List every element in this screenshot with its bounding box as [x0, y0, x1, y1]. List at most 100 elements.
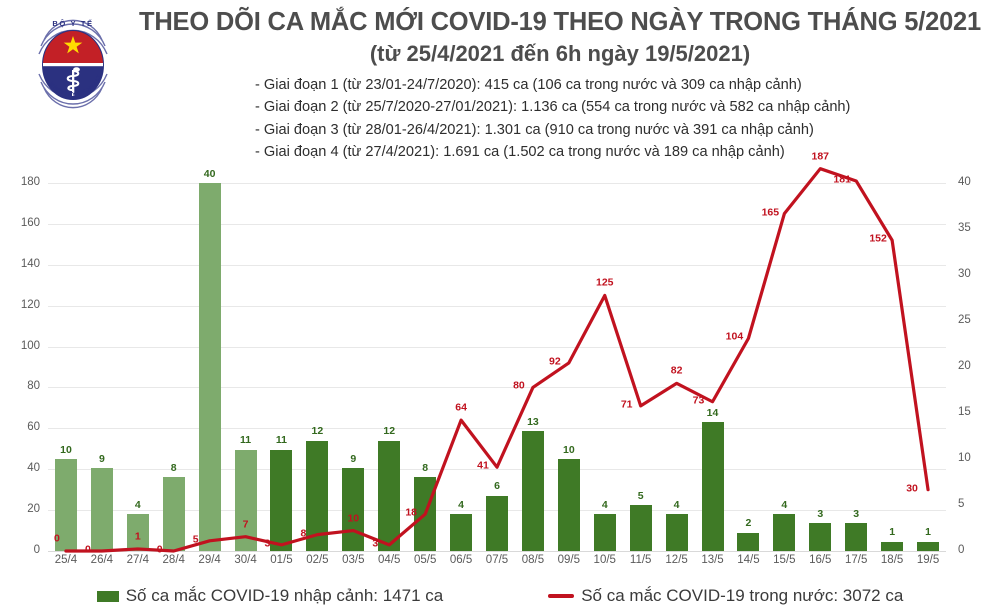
y-tick-left: 140 [20, 257, 40, 270]
phase-line-2: - Giai đoạn 2 (từ 25/7/2020-27/01/2021):… [255, 99, 851, 116]
y-tick-right: 5 [958, 498, 965, 510]
bar-value-label: 2 [745, 517, 752, 530]
line-value-label: 125 [595, 276, 614, 289]
y-tick-left: 60 [27, 421, 40, 434]
gridline [48, 387, 946, 389]
bar[interactable] [485, 495, 508, 551]
bar[interactable] [737, 532, 760, 551]
legend-item-imported[interactable]: Số ca mắc COVID-19 nhập cảnh: 1471 ca [96, 586, 444, 606]
bar-value-label: 6 [494, 480, 500, 493]
bar-value-label: 8 [170, 461, 177, 474]
bar[interactable] [845, 523, 868, 551]
line-series [64, 167, 930, 553]
bar[interactable] [234, 449, 257, 551]
bar[interactable] [306, 440, 329, 551]
covid-daily-cases-chart: 0 20 40 60 80 100 120 140 160 180 0 5 10 15 20 25 30 35 4… [0, 151, 1000, 616]
bar[interactable] [378, 440, 401, 551]
bar[interactable] [54, 459, 77, 551]
gridline [48, 469, 946, 471]
legend-label-domestic: Số ca mắc COVID-19 trong nước: 3072 ca [581, 586, 904, 605]
title-block: THEO DÕI CA MẮC MỚI COVID-19 THEO NGÀY T… [130, 8, 990, 67]
x-axis-tick-label: 18/5 [880, 554, 904, 566]
bar[interactable] [198, 183, 221, 551]
y-tick-right: 30 [958, 268, 971, 280]
legend-item-domestic[interactable]: Số ca mắc COVID-19 trong nước: 3072 ca [548, 586, 903, 606]
x-axis-tick-label: 13/5 [701, 554, 724, 566]
bar-value-label: 4 [458, 498, 464, 511]
bar-value-label: 4 [673, 498, 680, 511]
bar-slot: 1 [910, 183, 946, 551]
bar[interactable] [881, 541, 904, 551]
bar-slot: 6 [479, 183, 515, 551]
x-axis-tick-label: 09/5 [557, 554, 581, 566]
bar-value-label: 13 [527, 415, 539, 428]
y-tick-left: 40 [27, 462, 40, 475]
plot-area: 0 20 40 60 80 100 120 140 160 180 0 5 10 15 20 25 30 35 4… [21, 151, 971, 555]
x-axis-tick-label: 19/5 [916, 554, 940, 566]
legend-bar-swatch-icon [96, 590, 119, 602]
line-value-label: 152 [869, 232, 887, 245]
bar-slot: 5 [623, 183, 659, 551]
x-axis-tick-label: 16/5 [809, 554, 832, 566]
bar[interactable] [701, 422, 724, 551]
page-title: THEO DÕI CA MẮC MỚI COVID-19 THEO NGÀY T… [138, 8, 982, 36]
bar[interactable] [521, 431, 544, 551]
gridline [48, 305, 946, 307]
bar-slot: 4 [587, 183, 623, 551]
line-value-label: 82 [670, 364, 683, 377]
gridline [48, 183, 946, 184]
x-axis-tick-label: 02/5 [306, 554, 329, 566]
line-value-label: 165 [761, 206, 780, 219]
y-tick-left: 80 [27, 380, 40, 393]
bar[interactable] [665, 514, 688, 551]
legend-line-swatch-icon [548, 594, 575, 598]
x-axis-tick-label: 04/5 [378, 554, 401, 566]
x-axis-tick-label: 08/5 [521, 554, 545, 566]
phase-line-4: - Giai đoạn 4 (từ 27/4/2021): 1.691 ca (… [255, 143, 785, 160]
line-value-label: 30 [906, 482, 918, 495]
bar-value-label: 1 [889, 526, 896, 539]
bar-value-label: 12 [311, 425, 324, 438]
bar[interactable] [593, 514, 616, 551]
gridline [48, 346, 946, 348]
x-axis-tick-label: 14/5 [737, 554, 760, 566]
x-axis-tick-label: 26/4 [90, 554, 114, 566]
x-axis-tick-label: 27/4 [126, 554, 149, 566]
bar-slot: 2 [730, 183, 766, 551]
bar-value-label: 3 [853, 507, 860, 520]
bar[interactable] [773, 514, 796, 551]
y-tick-left: 160 [20, 216, 40, 229]
line-path[interactable] [64, 167, 930, 553]
y-tick-left: 0 [33, 544, 40, 556]
legend-label-imported: Số ca mắc COVID-19 nhập cảnh: 1471 ca [125, 586, 444, 605]
line-value-label: 1 [134, 530, 141, 543]
bar[interactable] [126, 514, 149, 551]
phase-line-1: - Giai đoạn 1 (từ 23/01-24/7/2020): 415 … [255, 77, 802, 93]
bar[interactable] [450, 514, 473, 551]
x-axis-tick-label: 11/5 [629, 554, 652, 566]
bar[interactable] [917, 541, 940, 551]
y-tick-right: 15 [958, 406, 971, 418]
bar-series: 10 9 4 8 40 11 11 12 9 12 8 4 6 13 10 4 5 4 14 2 4 3 3 1 1 [48, 168, 946, 551]
bar[interactable] [270, 449, 293, 551]
bar-value-label: 4 [134, 498, 141, 511]
bar[interactable] [162, 477, 185, 551]
bar-value-label: 11 [275, 434, 288, 447]
bar[interactable] [629, 505, 652, 551]
bar-slot: 4 [120, 183, 156, 551]
gridline [48, 428, 946, 430]
bar-value-label: 12 [383, 425, 396, 438]
bar[interactable] [809, 523, 832, 551]
x-axis-tick-label: 25/4 [54, 554, 78, 566]
bar[interactable] [557, 459, 580, 551]
bar-slot: 10 [551, 183, 587, 551]
bar[interactable] [90, 468, 113, 551]
y-tick-left: 100 [20, 339, 40, 352]
page-subtitle: (từ 25/4/2021 đến 6h ngày 19/5/2021) [369, 40, 751, 66]
bar-slot: 4 [766, 183, 802, 551]
x-axis-tick-label: 28/4 [162, 554, 185, 566]
line-value-label: 18 [405, 506, 417, 519]
bar-slot: 9 [84, 183, 120, 551]
chart-legend: Số ca mắc COVID-19 nhập cảnh: 1471 ca Số… [0, 583, 1000, 609]
bar-slot: 40 [192, 168, 228, 551]
